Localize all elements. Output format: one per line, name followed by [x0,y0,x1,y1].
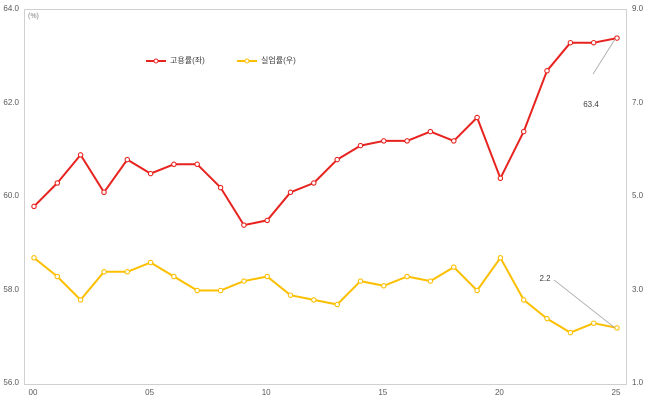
annotation-label: 2.2 [539,273,551,283]
data-point-marker [171,161,177,168]
data-point-marker [311,297,317,303]
data-point-marker [381,138,387,144]
data-point-marker [311,180,317,186]
legend-line-red-icon [146,58,166,64]
y-axis-right-tick-label: 9.0 [632,4,644,13]
data-point-marker [590,39,597,46]
y-axis-left-tick-label: 62.0 [3,97,19,107]
y-axis-right-tick-label: 1.0 [632,378,644,387]
data-point-marker [614,325,620,331]
data-point-marker [451,138,457,144]
data-point-marker [287,292,294,298]
annotation-callout-line [553,279,616,329]
data-point-marker [287,189,294,196]
data-point-marker [241,278,247,284]
x-axis-tick-label: 05 [145,388,155,397]
x-axis-tick-label: 10 [261,388,271,397]
data-point-marker [404,138,410,144]
legend-line-yellow-icon [237,58,257,64]
legend-label-unemployment: 실업률(우) [261,56,296,65]
legend-item-employment: 고용률(좌) [146,56,205,66]
data-point-marker [101,189,107,196]
data-point-marker [124,269,131,275]
data-point-marker [77,152,84,158]
data-point-marker [171,273,177,280]
x-axis-tick-label: 15 [378,388,388,397]
data-point-marker [194,287,200,294]
data-point-marker [31,203,37,210]
data-point-marker [334,156,340,163]
y-axis-left-tick-label: 60.0 [3,191,19,200]
y-axis-left-tick-label: 58.0 [3,284,19,294]
data-point-marker [497,255,504,261]
y-axis-left-tick-label: 64.0 [3,4,19,13]
data-point-marker [31,255,37,261]
axis-unit-label: (%) [28,13,39,20]
data-point-marker [544,68,550,74]
data-point-marker [520,128,527,135]
data-point-marker [217,287,224,294]
legend-item-unemployment: 실업률(우) [237,56,296,66]
data-point-marker [381,283,387,289]
data-point-marker [334,301,340,308]
data-point-marker [427,128,434,135]
x-axis-tick-label: 20 [494,388,504,397]
data-point-marker [427,278,434,284]
y-axis-right-tick-label: 7.0 [632,97,644,107]
y-axis-right-tick-label: 3.0 [632,284,644,294]
data-point-marker [147,170,154,177]
data-point-marker [77,297,84,303]
plot-area: (%) 고용률(좌) 실업률(우) 63.4 2.2 [24,9,627,385]
series-line-employment [33,37,618,227]
data-point-marker [404,273,410,280]
data-point-marker [357,278,364,284]
y-axis-left-tick-label: 56.0 [3,378,19,387]
data-point-marker [567,39,574,46]
data-point-marker [590,320,597,326]
data-point-marker [614,35,620,41]
data-point-marker [357,142,364,149]
legend-marker-dot-icon [153,58,159,64]
data-point-marker [474,287,480,294]
x-axis-tick-label: 00 [28,388,38,397]
data-point-marker [241,222,247,228]
legend-label-employment: 고용률(좌) [170,56,205,65]
legend-marker-dot-icon [244,58,250,64]
data-point-marker [147,259,154,266]
data-point-marker [264,217,270,224]
annotation-callout-line [592,38,616,75]
data-point-marker [194,161,200,168]
data-point-marker [101,269,107,275]
data-point-marker [544,315,550,322]
data-point-marker [497,175,504,182]
data-point-marker [451,264,457,270]
data-point-marker [520,297,527,303]
data-point-marker [54,180,61,186]
x-axis-tick-label: 25 [611,388,621,397]
data-point-marker [474,114,480,121]
line-chart-svg [31,35,620,336]
data-point-marker [567,329,574,336]
y-axis-right-tick-label: 5.0 [632,191,644,200]
data-point-marker [217,184,224,191]
series-line-unemployment [33,256,618,334]
annotation-label: 63.4 [583,100,599,110]
data-point-marker [54,273,61,280]
data-point-marker [124,156,131,163]
data-point-marker [264,273,270,280]
